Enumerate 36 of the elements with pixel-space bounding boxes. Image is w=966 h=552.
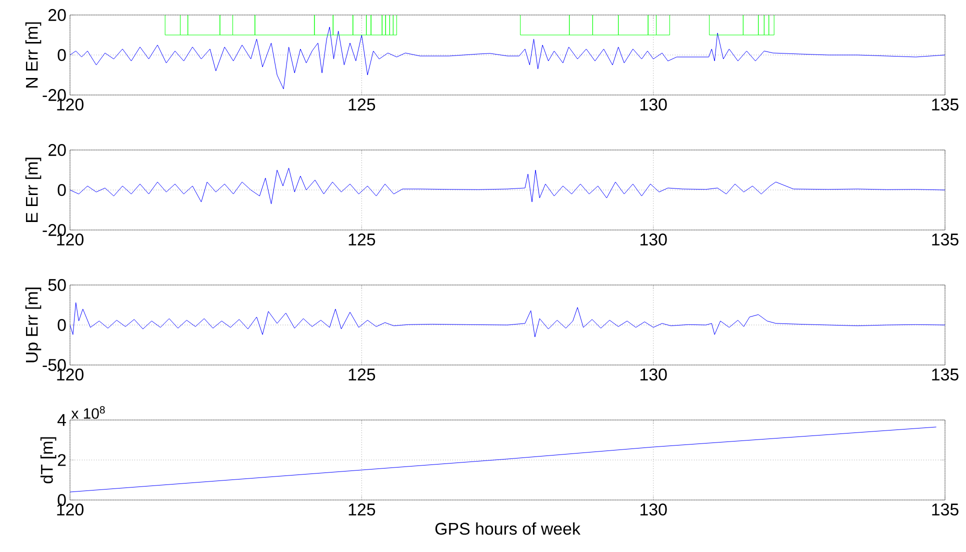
x-axis-title: GPS hours of week bbox=[435, 522, 580, 535]
y-axis-title: E Err [m] bbox=[25, 158, 42, 222]
x-tick-label: 130 bbox=[640, 504, 667, 516]
x-tick-label: 125 bbox=[348, 504, 376, 516]
y-tick-label: 50 bbox=[48, 279, 66, 291]
x-tick-label: 135 bbox=[932, 234, 958, 246]
line-series bbox=[70, 302, 946, 338]
y-axis-title: dT [m] bbox=[40, 437, 56, 484]
x-tick-label: 135 bbox=[932, 504, 958, 516]
x-tick-label: 120 bbox=[57, 234, 84, 246]
line-series bbox=[70, 168, 946, 204]
x-tick-label: 120 bbox=[57, 368, 84, 381]
x-tick-label: 125 bbox=[348, 98, 376, 111]
y-tick-label: 20 bbox=[48, 9, 66, 21]
x-tick-label: 135 bbox=[932, 98, 958, 111]
y-axis-title: Up Err [m] bbox=[25, 288, 42, 362]
y-tick-label: 0 bbox=[58, 184, 66, 196]
x-tick-label: 120 bbox=[57, 504, 84, 516]
text: x 10$^{8}$ bbox=[71, 406, 105, 419]
x-tick-label: 135 bbox=[932, 368, 958, 381]
y-tick-label: 4 bbox=[57, 414, 66, 426]
x-tick-label: 130 bbox=[640, 98, 667, 111]
y-tick-label: 0 bbox=[58, 49, 66, 61]
x-tick-label: 125 bbox=[348, 368, 376, 381]
y-tick-label: -20 bbox=[42, 224, 66, 236]
x-tick-label: 130 bbox=[640, 368, 667, 381]
x-tick-label: 130 bbox=[640, 234, 667, 246]
x-tick-label: 125 bbox=[348, 234, 376, 246]
y-tick-label: -50 bbox=[42, 359, 66, 371]
x-tick-label: 120 bbox=[57, 98, 84, 111]
y-axis-title: N Err [m] bbox=[25, 22, 42, 88]
y-tick-label: 0 bbox=[58, 319, 66, 331]
y-tick-label: -20 bbox=[42, 88, 66, 101]
y-tick-label: 2 bbox=[58, 454, 66, 466]
line-series bbox=[70, 426, 937, 492]
y-tick-label: 20 bbox=[48, 144, 66, 156]
